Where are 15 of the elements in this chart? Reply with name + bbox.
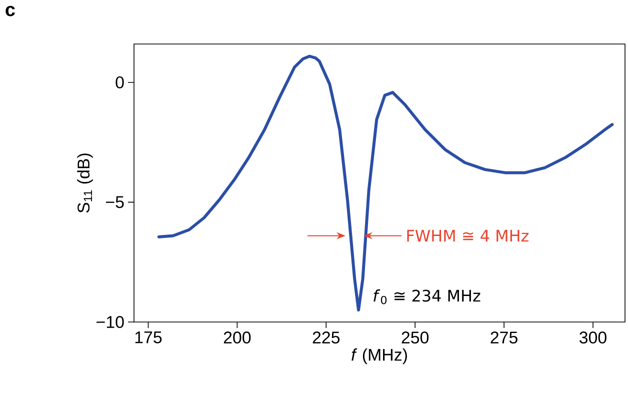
y-tick-label: −10 (96, 316, 124, 328)
y-tick-label: 0 (116, 76, 124, 88)
annotation: FWHM ≅ 4 MHz (407, 230, 528, 242)
line-series (157, 54, 614, 312)
x-tick-label: 300 (579, 332, 606, 344)
x-tick-label: 275 (490, 332, 518, 344)
x-tick-label: 175 (135, 332, 162, 344)
y-tick-label: −5 (106, 196, 124, 208)
y-axis-title: S$_{11}$ (dB) (77, 154, 93, 213)
x-axis-title: f (MHz) (352, 348, 407, 364)
text: c (6, 6, 15, 16)
x-tick-label: 200 (224, 332, 251, 344)
x-tick-label: 250 (402, 332, 429, 344)
annotation: f$_{0}$ ≅ 234 MHz (374, 289, 480, 304)
x-tick-label: 225 (312, 332, 340, 344)
